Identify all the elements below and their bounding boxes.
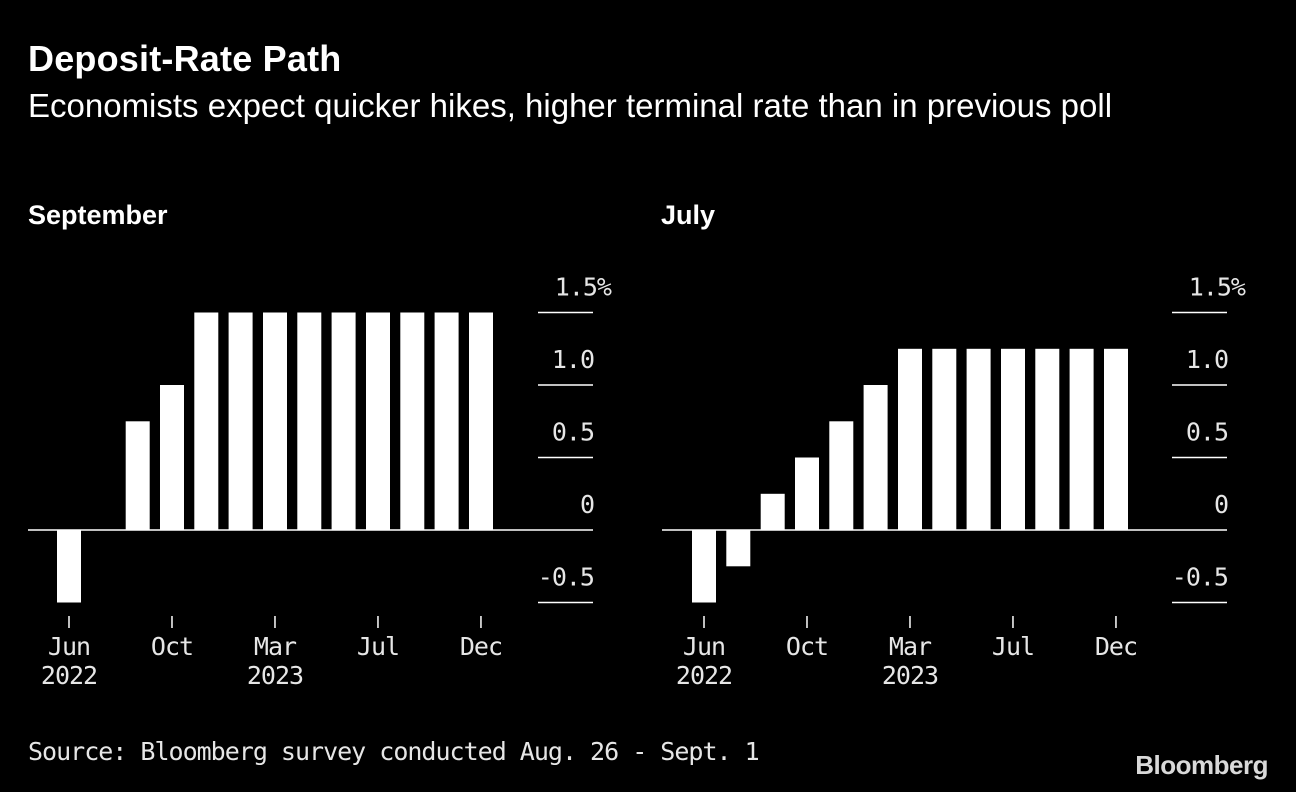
source-note: Source: Bloomberg survey conducted Aug. … — [28, 737, 760, 766]
y-tick-label-september: 1.5% — [555, 273, 612, 302]
bar-september-jun-2022 — [57, 530, 81, 603]
x-tick-label-september: Oct — [151, 632, 193, 661]
x-tick-label-july: Jul — [992, 632, 1034, 661]
bar-july-sep-2023 — [1035, 348, 1060, 531]
panel-title-july: July — [661, 200, 716, 230]
x-tick-label-september: Mar — [254, 632, 297, 661]
y-tick-label-july: 1.0 — [1186, 345, 1228, 374]
bar-september-apr-2023 — [297, 312, 322, 530]
bar-september-feb-2023 — [228, 312, 253, 530]
x-tick-year-label-july: 2022 — [676, 661, 732, 690]
bar-july-jun-2022 — [692, 530, 716, 603]
bar-september-oct-2023 — [434, 312, 459, 530]
x-tick-label-september: Jun — [48, 632, 90, 661]
bar-september-oct-2022 — [160, 385, 184, 530]
x-tick-label-july: Dec — [1095, 632, 1137, 661]
y-tick-label-september: 0.5 — [552, 418, 594, 447]
x-tick-year-label-september: 2023 — [247, 661, 303, 690]
x-tick-label-september: Dec — [460, 632, 502, 661]
bar-july-oct-2022 — [795, 457, 819, 530]
y-tick-label-september: 1.0 — [552, 345, 594, 374]
x-tick-label-july: Jun — [683, 632, 725, 661]
bar-september-jun-2023 — [331, 312, 356, 530]
bloomberg-logo: Bloomberg — [1135, 750, 1268, 780]
bar-july-sep-2022 — [760, 493, 785, 531]
x-tick-label-july: Mar — [889, 632, 932, 661]
bar-july-dec-2023 — [1104, 348, 1128, 531]
bar-july-oct-2023 — [1069, 348, 1094, 531]
bar-july-jul-2023 — [1001, 348, 1025, 531]
chart-title: Deposit-Rate Path — [28, 38, 342, 79]
bar-july-feb-2023 — [863, 385, 888, 530]
bar-july-mar-2023 — [898, 348, 922, 531]
bar-september-sep-2022 — [125, 421, 150, 531]
bar-september-sep-2023 — [400, 312, 425, 530]
y-tick-label-september: -0.5 — [538, 563, 594, 592]
y-tick-label-july: -0.5 — [1172, 563, 1228, 592]
panel-title-september: September — [28, 200, 168, 230]
bar-july-dec-2022 — [829, 421, 854, 531]
y-tick-label-july: 0.5 — [1186, 418, 1228, 447]
x-tick-label-july: Oct — [786, 632, 828, 661]
bar-july-apr-2023 — [932, 348, 957, 531]
bar-july-jul-2022 — [726, 530, 751, 567]
x-tick-year-label-september: 2022 — [41, 661, 97, 690]
chart-subtitle: Economists expect quicker hikes, higher … — [28, 87, 1113, 124]
bar-september-dec-2023 — [469, 312, 493, 530]
x-tick-label-september: Jul — [357, 632, 399, 661]
y-tick-label-july: 0 — [1214, 490, 1228, 519]
bar-september-mar-2023 — [263, 312, 287, 530]
bar-september-jul-2023 — [366, 312, 390, 530]
x-tick-year-label-july: 2023 — [882, 661, 938, 690]
bar-july-jun-2023 — [966, 348, 991, 531]
y-tick-label-september: 0 — [580, 490, 594, 519]
y-tick-label-july: 1.5% — [1189, 273, 1246, 302]
bar-september-dec-2022 — [194, 312, 219, 530]
